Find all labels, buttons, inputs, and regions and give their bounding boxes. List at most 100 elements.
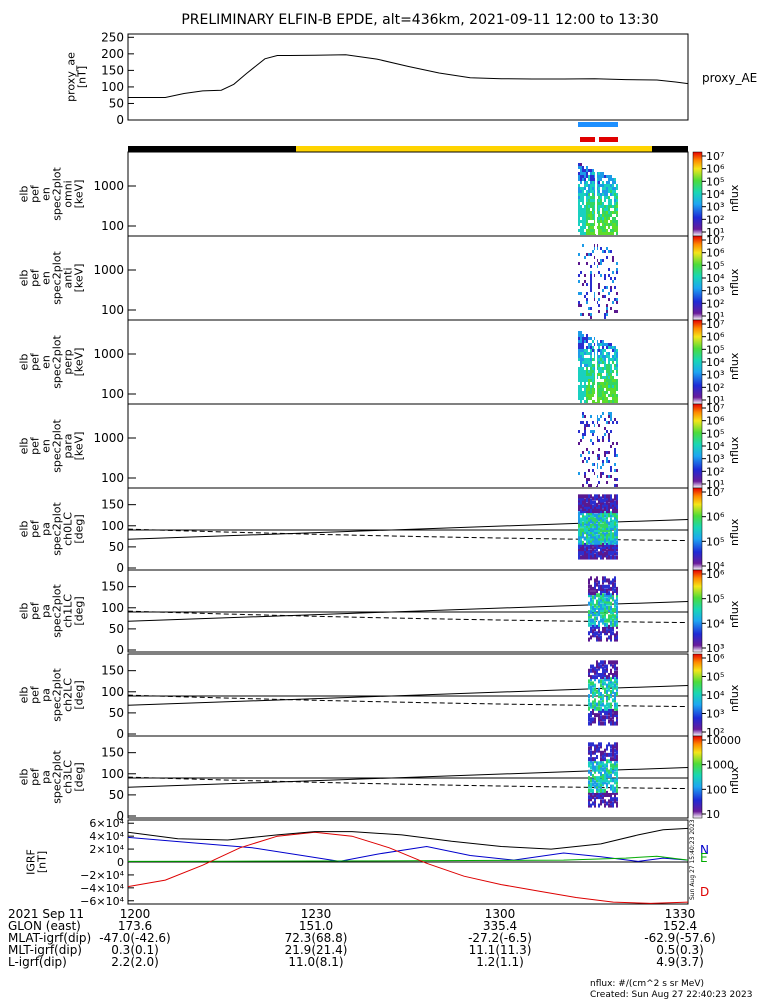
pitch-angle-cell	[604, 553, 606, 558]
spectrogram-cell	[580, 376, 582, 379]
pitch-angle-cell	[594, 608, 596, 612]
spectrogram-cell	[614, 448, 616, 451]
spectrogram-cell	[588, 184, 590, 187]
pitch-angle-cell	[580, 534, 582, 539]
pitch-angle-cell	[602, 502, 604, 507]
pitch-angle-cell	[592, 624, 594, 629]
spectrogram-cell	[610, 364, 612, 367]
spectrogram-cell	[608, 367, 610, 370]
pitch-angle-cell	[612, 797, 614, 802]
pitch-angle-cell	[598, 509, 600, 514]
spectrogram-cell	[592, 175, 594, 178]
spectrogram-cell	[612, 211, 614, 214]
pitch-angle-cell	[600, 692, 602, 696]
pitch-angle-cell	[598, 694, 600, 699]
colorbar-tick-label: 10⁵	[706, 535, 724, 548]
spectrogram-cell	[604, 361, 606, 364]
pitch-angle-cell	[616, 711, 618, 715]
pitch-angle-cell	[612, 551, 614, 556]
spectrogram-cell	[578, 397, 580, 400]
pitch-angle-cell	[616, 675, 618, 680]
pitch-angle-cell	[606, 771, 608, 776]
pitch-angle-cell	[584, 526, 586, 530]
pitch-angle-cell	[608, 752, 610, 757]
pitch-angle-cell	[614, 494, 616, 499]
colorbar-tick-label: 10⁵	[706, 427, 724, 440]
pitch-angle-cell	[610, 540, 612, 545]
spectrogram-cell	[608, 199, 610, 202]
pitch-angle-cell	[586, 534, 588, 539]
spectrogram-cell	[600, 205, 602, 208]
pitch-angle-cell	[594, 620, 596, 625]
spectrogram-cell	[588, 202, 590, 205]
pitch-angle-cell	[592, 523, 594, 528]
spectrogram-cell	[590, 367, 592, 370]
spectrogram-cell	[598, 232, 600, 235]
spectrogram-cell	[590, 226, 592, 229]
pitch-angle-cell	[610, 605, 612, 610]
spectrogram-cell	[586, 346, 588, 349]
spectrogram-cell	[600, 382, 602, 385]
pitch-angle-cell	[578, 540, 580, 545]
chart-title: PRELIMINARY ELFIN-B EPDE, alt=436km, 202…	[181, 12, 658, 28]
pitch-angle-cell	[614, 507, 616, 511]
pitch-angle-cell	[612, 627, 614, 631]
spectrogram-cell	[584, 232, 586, 235]
pitch-angle-frame	[127, 735, 689, 819]
pitch-angle-cell	[604, 601, 606, 606]
spectrogram-cell	[612, 301, 614, 304]
spectrogram-cell	[612, 379, 614, 382]
pitch-angle-cell	[596, 540, 598, 545]
pitch-angle-cell	[580, 545, 582, 549]
spectrogram-cell	[586, 349, 588, 352]
pitch-angle-cell	[614, 576, 616, 581]
pitch-angle-cell	[606, 610, 608, 615]
spectrogram-ytick-label: 1000	[93, 179, 124, 193]
spectrogram-cell	[584, 337, 586, 340]
pitch-angle-cell	[600, 542, 602, 547]
spectrogram-cell	[584, 184, 586, 187]
spectrogram-cell	[586, 166, 588, 169]
spectrogram-ylabel: elbpefenspec2plotomni[keV]	[18, 167, 86, 221]
spectrogram-cell	[592, 214, 594, 217]
spectrogram-cell	[610, 415, 612, 418]
pitch-angle-cell	[592, 618, 594, 623]
spectrogram-cell	[608, 208, 610, 211]
pitch-angle-cell	[604, 803, 606, 808]
axis-label-line: omni	[62, 180, 75, 207]
pitch-angle-cell	[602, 790, 604, 795]
pitch-angle-cell	[592, 765, 594, 770]
pitch-angle-cell	[604, 597, 606, 602]
spectrogram-ylabel: elbpefenspec2plotanti[keV]	[18, 251, 86, 305]
pitch-angle-cell	[596, 670, 598, 675]
proxy-ae-ytick-label: 150	[101, 63, 124, 77]
spectrogram-cell	[606, 184, 608, 187]
pitch-angle-cell	[582, 511, 584, 516]
pitch-angle-cell	[596, 624, 598, 629]
spectrogram-cell	[584, 415, 586, 418]
spectrogram-cell	[588, 379, 590, 382]
colorbar-tick-label: 10²	[706, 465, 724, 478]
spectrogram-cell	[610, 430, 612, 433]
pitch-angle-cell	[600, 679, 602, 684]
spectrogram-cell	[616, 478, 618, 481]
pitch-angle-cell	[592, 542, 594, 547]
spectrogram-cell	[592, 178, 594, 181]
spectrogram-cell	[608, 436, 610, 439]
pitch-angle-cell	[594, 767, 596, 772]
spectrogram-cell	[582, 223, 584, 226]
spectrogram-cell	[598, 361, 600, 364]
pitch-angle-cell	[582, 502, 584, 507]
pitch-angle-cell	[600, 605, 602, 610]
spectrogram-cell	[586, 223, 588, 226]
pitch-angle-cell	[602, 681, 604, 686]
spectrogram-cell	[582, 484, 584, 487]
pitch-angle-cell	[602, 673, 604, 677]
pitch-angle-cell	[614, 551, 616, 556]
pitch-angle-cell	[598, 528, 600, 533]
spectrogram-cell	[614, 190, 616, 193]
pitch-angle-cell	[614, 694, 616, 699]
spectrogram-cell	[590, 316, 592, 319]
pitch-angle-cell	[604, 627, 606, 631]
pitch-angle-cell	[610, 595, 612, 600]
